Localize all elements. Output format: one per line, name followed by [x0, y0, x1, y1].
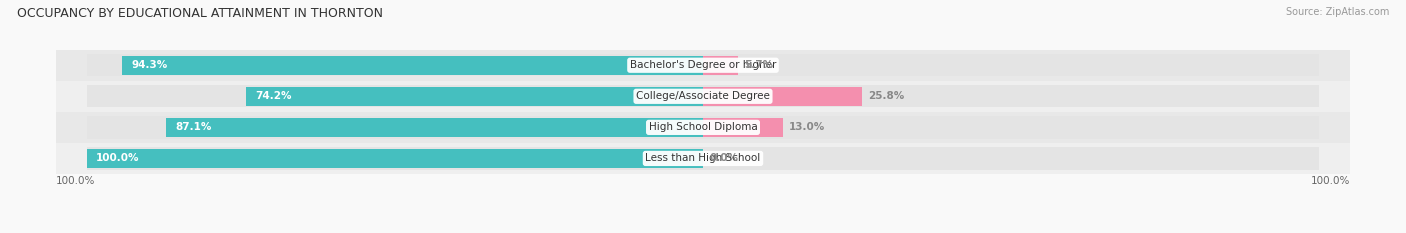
Bar: [87, 147, 1319, 170]
Bar: [56, 112, 1350, 143]
Text: OCCUPANCY BY EDUCATIONAL ATTAINMENT IN THORNTON: OCCUPANCY BY EDUCATIONAL ATTAINMENT IN T…: [17, 7, 382, 20]
Text: 94.3%: 94.3%: [131, 60, 167, 70]
Text: 5.7%: 5.7%: [744, 60, 773, 70]
Text: College/Associate Degree: College/Associate Degree: [636, 91, 770, 101]
Text: High School Diploma: High School Diploma: [648, 122, 758, 132]
Bar: [703, 87, 862, 106]
Bar: [87, 116, 1319, 139]
Bar: [56, 81, 1350, 112]
Bar: [87, 54, 1319, 76]
Text: 25.8%: 25.8%: [868, 91, 904, 101]
Bar: [166, 118, 703, 137]
Text: 13.0%: 13.0%: [789, 122, 825, 132]
Text: 100.0%: 100.0%: [96, 154, 139, 163]
Text: 0.0%: 0.0%: [709, 154, 738, 163]
Bar: [87, 149, 703, 168]
Bar: [703, 56, 738, 75]
Bar: [246, 87, 703, 106]
Bar: [56, 50, 1350, 81]
Text: 100.0%: 100.0%: [1310, 176, 1350, 186]
Bar: [703, 118, 783, 137]
Bar: [122, 56, 703, 75]
Text: 100.0%: 100.0%: [56, 176, 96, 186]
Text: Less than High School: Less than High School: [645, 154, 761, 163]
Text: 87.1%: 87.1%: [176, 122, 212, 132]
Text: Source: ZipAtlas.com: Source: ZipAtlas.com: [1285, 7, 1389, 17]
Bar: [87, 85, 1319, 107]
Text: 74.2%: 74.2%: [256, 91, 291, 101]
Bar: [56, 143, 1350, 174]
Text: Bachelor's Degree or higher: Bachelor's Degree or higher: [630, 60, 776, 70]
